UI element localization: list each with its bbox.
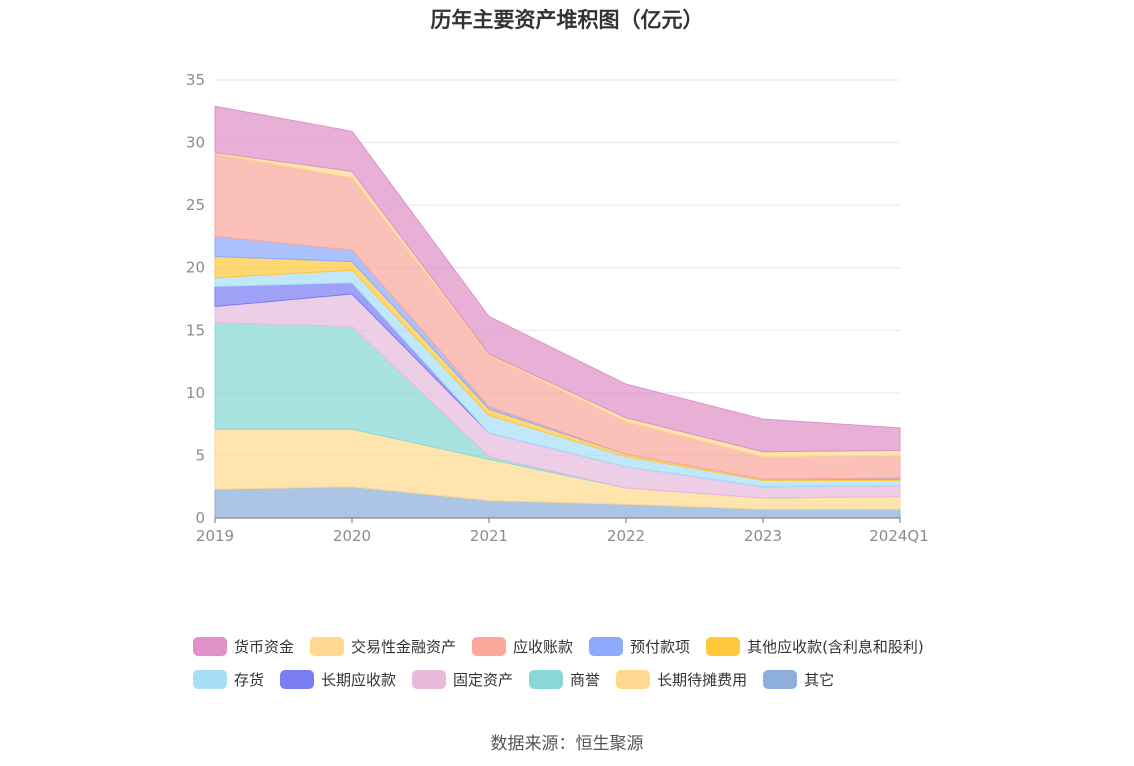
chart-title: 历年主要资产堆积图（亿元）	[430, 8, 704, 32]
data-source-note: 数据来源：恒生聚源	[490, 734, 644, 754]
legend-row-1: 货币资金 交易性金融资产 应收账款 预付款项 其他应收款(含利息和股利)	[193, 630, 993, 663]
legend-label: 其它	[804, 671, 835, 689]
legend-swatch	[193, 637, 227, 656]
legend-label: 预付款项	[630, 638, 691, 656]
legend-item-shangyu[interactable]: 商誉	[529, 669, 600, 690]
legend-item-gudingzichan[interactable]: 固定资产	[412, 669, 513, 690]
legend-label: 商誉	[570, 671, 601, 689]
x-tick-label: 2023	[744, 527, 782, 545]
legend-label: 货币资金	[234, 638, 295, 656]
legend-item-cunhuo[interactable]: 存货	[193, 669, 264, 690]
y-tick-label: 25	[186, 196, 205, 214]
legend-swatch	[472, 637, 507, 656]
y-tick-label: 20	[186, 259, 205, 277]
x-tick-label: 2021	[470, 527, 508, 545]
legend-swatch	[529, 670, 564, 689]
legend-item-changqidaitan[interactable]: 长期待摊费用	[616, 669, 747, 690]
y-tick-label: 30	[186, 134, 205, 152]
x-tick-label: 2020	[333, 527, 371, 545]
y-tick-label: 10	[186, 384, 205, 402]
legend-row-2: 存货 长期应收款 固定资产 商誉 长期待摊费用 其它	[193, 663, 993, 696]
x-tick-label: 2019	[196, 527, 234, 545]
legend-item-qita[interactable]: 其它	[763, 669, 834, 690]
y-tick-label: 15	[186, 321, 205, 339]
legend-item-huobi[interactable]: 货币资金	[193, 636, 294, 657]
legend-label: 其他应收款(含利息和股利)	[747, 638, 924, 656]
x-tick-label: 2024Q1	[869, 527, 929, 545]
legend-item-yufu[interactable]: 预付款项	[589, 636, 690, 657]
legend-swatch	[310, 637, 345, 656]
axes: 0 5 10 15 20 25 30 35 2019 2020 2021 2022 2023 2024Q1	[186, 71, 929, 545]
legend-label: 交易性金融资产	[351, 638, 457, 656]
legend: 货币资金 交易性金融资产 应收账款 预付款项 其他应收款(含利息和股利) 存货 …	[193, 630, 993, 696]
legend-item-jiaoyixing[interactable]: 交易性金融资产	[310, 636, 456, 657]
legend-item-yingshou[interactable]: 应收账款	[472, 636, 573, 657]
legend-label: 存货	[234, 671, 265, 689]
legend-swatch	[763, 670, 798, 689]
area-series	[214, 105, 901, 453]
y-tick-label: 0	[195, 509, 205, 527]
legend-label: 长期应收款	[321, 671, 397, 689]
area-series-group	[214, 105, 901, 519]
legend-label: 长期待摊费用	[657, 671, 748, 689]
legend-swatch	[616, 670, 651, 689]
legend-item-qitayingshou[interactable]: 其他应收款(含利息和股利)	[706, 636, 924, 657]
legend-item-changqiyingshou[interactable]: 长期应收款	[280, 669, 396, 690]
y-tick-label: 35	[186, 71, 205, 89]
legend-swatch	[280, 670, 315, 689]
legend-swatch	[193, 670, 227, 689]
legend-swatch	[706, 637, 741, 656]
legend-label: 固定资产	[453, 671, 514, 689]
legend-swatch	[589, 637, 624, 656]
legend-swatch	[412, 670, 447, 689]
y-tick-label: 5	[195, 446, 205, 464]
legend-label: 应收账款	[513, 638, 574, 656]
stacked-area-chart: 0 5 10 15 20 25 30 35 2019 2020 2021 2022 2023 2024Q1	[186, 71, 929, 545]
x-tick-label: 2022	[607, 527, 645, 545]
